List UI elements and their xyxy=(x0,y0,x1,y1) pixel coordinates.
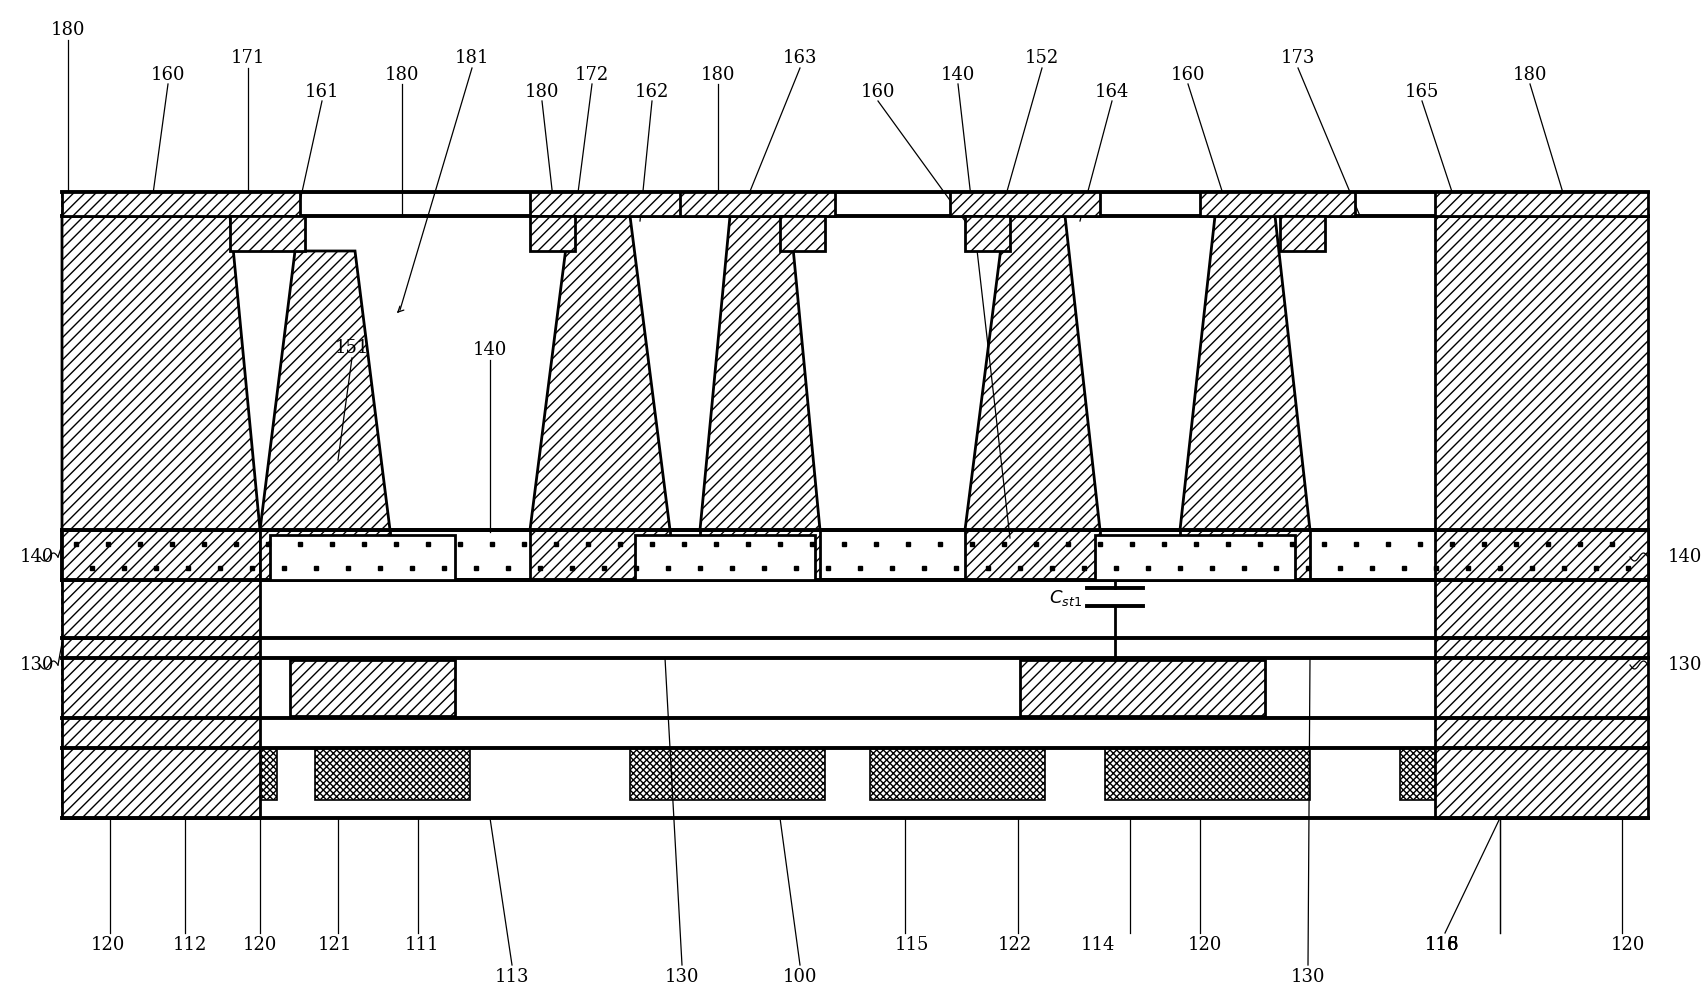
Bar xyxy=(780,216,824,252)
Bar xyxy=(1434,580,1647,818)
Text: 161: 161 xyxy=(304,83,340,101)
Text: 121: 121 xyxy=(318,936,352,954)
Text: 160: 160 xyxy=(150,66,184,83)
Text: 120: 120 xyxy=(1186,936,1222,954)
Bar xyxy=(1094,535,1294,580)
Text: 116: 116 xyxy=(1424,936,1458,954)
Text: 140: 140 xyxy=(1668,548,1702,566)
Text: 171: 171 xyxy=(230,49,265,67)
Text: 120: 120 xyxy=(242,936,277,954)
Bar xyxy=(949,192,1099,216)
Text: 160: 160 xyxy=(1169,66,1205,83)
Bar xyxy=(61,580,259,638)
Text: 151: 151 xyxy=(335,339,369,357)
Text: 118: 118 xyxy=(1424,936,1458,954)
Bar xyxy=(964,530,1099,580)
Text: 180: 180 xyxy=(384,66,418,83)
Text: 163: 163 xyxy=(782,49,816,67)
Text: 152: 152 xyxy=(1024,49,1058,67)
Bar xyxy=(635,535,814,580)
Text: 160: 160 xyxy=(860,83,894,101)
Polygon shape xyxy=(1180,216,1309,530)
Text: 180: 180 xyxy=(524,83,558,101)
Text: 140: 140 xyxy=(941,66,975,83)
Bar xyxy=(869,748,1045,800)
Text: 180: 180 xyxy=(51,21,85,39)
Polygon shape xyxy=(259,252,389,530)
Bar xyxy=(1200,192,1354,216)
Text: 122: 122 xyxy=(997,936,1031,954)
Bar xyxy=(1434,192,1647,216)
Text: 165: 165 xyxy=(1403,83,1439,101)
Text: 111: 111 xyxy=(405,936,439,954)
Polygon shape xyxy=(964,216,1099,530)
Text: 162: 162 xyxy=(635,83,669,101)
Text: 180: 180 xyxy=(1512,66,1547,83)
Polygon shape xyxy=(1434,216,1647,530)
Bar xyxy=(270,535,454,580)
Text: 180: 180 xyxy=(700,66,734,83)
Polygon shape xyxy=(61,216,259,530)
Bar xyxy=(61,638,259,818)
Text: 164: 164 xyxy=(1094,83,1128,101)
Bar xyxy=(529,530,669,580)
Polygon shape xyxy=(700,216,819,530)
Bar xyxy=(290,660,454,716)
Text: 140: 140 xyxy=(473,341,507,359)
Bar xyxy=(61,530,259,580)
Bar xyxy=(679,192,835,216)
Bar xyxy=(1180,530,1309,580)
Bar xyxy=(230,216,306,252)
Text: 116: 116 xyxy=(1424,936,1458,954)
Text: 130: 130 xyxy=(20,656,55,674)
Bar xyxy=(1400,748,1644,800)
Bar xyxy=(1434,530,1647,580)
Text: 130: 130 xyxy=(1290,968,1325,986)
Bar xyxy=(61,530,1647,580)
Text: 172: 172 xyxy=(575,66,609,83)
Text: 114: 114 xyxy=(1081,936,1115,954)
Text: 112: 112 xyxy=(172,936,207,954)
Text: $C_{st1}$: $C_{st1}$ xyxy=(1048,588,1081,608)
Text: 115: 115 xyxy=(894,936,929,954)
Text: 173: 173 xyxy=(1280,49,1314,67)
Bar xyxy=(1019,660,1265,716)
Text: 130: 130 xyxy=(1668,656,1702,674)
Polygon shape xyxy=(529,216,669,530)
Bar xyxy=(61,748,277,800)
Bar xyxy=(964,216,1009,252)
Text: 181: 181 xyxy=(454,49,488,67)
Bar xyxy=(529,192,685,216)
Bar xyxy=(314,748,469,800)
Text: 140: 140 xyxy=(20,548,55,566)
Bar xyxy=(1104,748,1309,800)
Bar xyxy=(61,192,300,216)
Bar xyxy=(529,216,575,252)
Bar xyxy=(259,530,389,580)
Text: 113: 113 xyxy=(495,968,529,986)
Bar xyxy=(1279,216,1325,252)
Bar xyxy=(630,748,824,800)
Text: 120: 120 xyxy=(1610,936,1644,954)
Bar xyxy=(700,530,819,580)
Text: 130: 130 xyxy=(664,968,698,986)
Text: 100: 100 xyxy=(782,968,816,986)
Text: 120: 120 xyxy=(90,936,125,954)
